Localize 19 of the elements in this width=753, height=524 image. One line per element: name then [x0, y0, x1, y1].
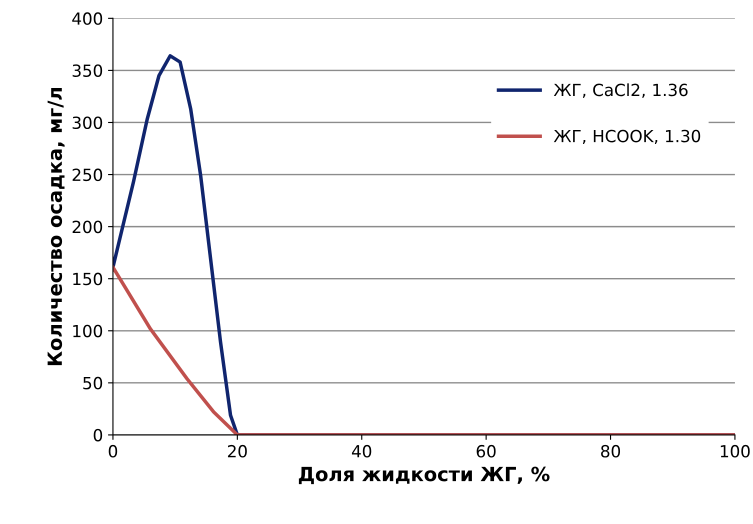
- y-tick-label: 350: [72, 64, 102, 77]
- x-tick-label: 80: [601, 444, 620, 458]
- y-tick-label: 400: [72, 12, 102, 25]
- x-tick-label: 40: [352, 444, 372, 458]
- x-tick-label: 100: [720, 444, 750, 458]
- x-tick-label: 0: [108, 444, 118, 458]
- y-axis-title: Количество осадка, мг/л: [48, 88, 65, 366]
- legend-label: ЖГ, HCOOK, 1.30: [554, 130, 700, 144]
- y-tick-label: 200: [72, 220, 102, 234]
- y-tick-label: 300: [72, 116, 102, 130]
- x-tick-label: 20: [228, 444, 247, 458]
- y-tick-label: 250: [72, 168, 102, 182]
- y-tick-label: 50: [83, 376, 102, 390]
- legend-label: ЖГ, CaCl2, 1.36: [554, 83, 688, 98]
- y-tick-label: 0: [94, 428, 102, 442]
- y-tick-label: 100: [73, 324, 102, 338]
- x-tick-label: 60: [476, 444, 496, 458]
- x-axis-title: Доля жидкости ЖГ, %: [298, 466, 550, 484]
- y-tick-label: 150: [73, 272, 102, 286]
